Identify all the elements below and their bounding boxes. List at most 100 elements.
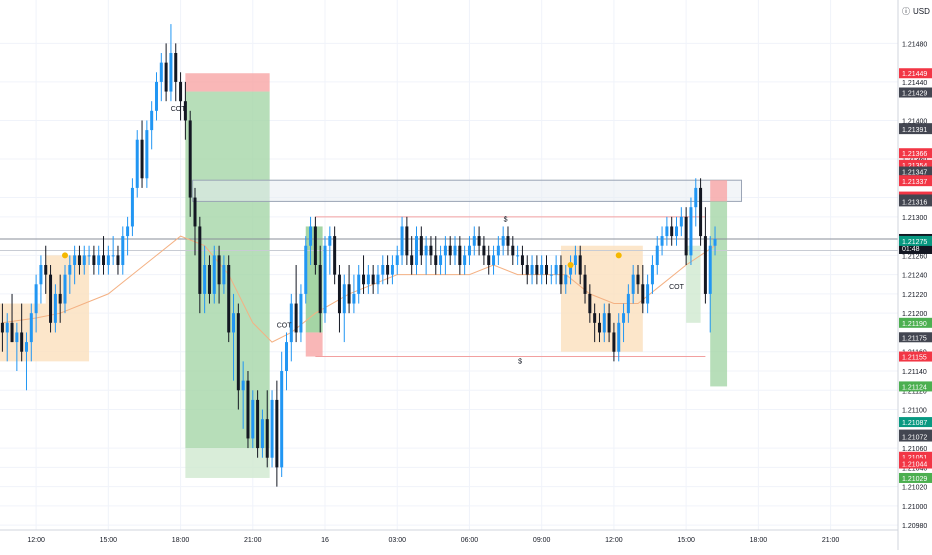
short-position-3-loss[interactable] [710,180,728,202]
annotation-label[interactable]: COT [171,106,187,113]
candle-body [73,255,77,265]
candle-body [53,293,57,323]
candle-body [463,255,467,265]
candle-body [284,342,288,371]
candle-body [87,255,91,257]
candle-body [328,236,332,246]
candle-body [265,419,269,458]
short-position-3-profit-b[interactable] [686,245,701,323]
x-tick-label: 12:00 [27,537,45,544]
candle-body [458,245,462,265]
price-tag [899,317,932,328]
candle-body [203,265,207,294]
y-tick-label: 1.21260 [902,253,927,260]
price-tag-label: 1.21190 [902,321,927,328]
info-icon[interactable]: ⓘ [902,7,910,16]
candle-body [323,245,327,314]
candle-body [622,313,626,323]
candle-body [492,255,496,265]
y-tick-label: 1.20980 [902,523,927,530]
price-tag [899,458,932,469]
ma-line [2,235,716,343]
annotation-label[interactable]: $ [518,358,522,365]
price-tag-label: 1.21124 [902,384,927,391]
orange-zone-left-upper[interactable] [45,255,90,304]
candle-body [545,265,549,275]
candle-body [699,187,703,237]
candle-body [236,313,240,391]
price-tag-label: 1.21429 [902,91,927,98]
candle-body [626,293,630,314]
price-tag [899,381,932,392]
x-tick-label: 09:00 [533,537,551,544]
y-tick-label: 1.21220 [902,292,927,299]
price-tag-label: 1.21366 [902,151,927,158]
annotation-label[interactable]: COT [277,323,293,330]
price-tag-label: 1.21347 [902,170,927,177]
long-position-2-loss[interactable] [305,332,323,357]
candle-body [77,255,81,265]
candle-body [496,245,500,256]
candle-body [352,293,356,304]
zones-layer [0,73,743,478]
long-position-1-loss[interactable] [185,73,270,92]
price-tag-label: 1.21449 [902,71,927,78]
price-tag [899,166,932,177]
price-tag-label: 1.21316 [902,199,927,206]
short-position-3-profit[interactable] [710,201,728,387]
candle-body [414,236,418,265]
candle-body [520,255,524,265]
time-axis[interactable]: 12:00 15:00 18:00 21:00 16 03:00 06:00 09:00 12:… [0,529,898,544]
candle-body [434,255,438,265]
price-tag-label: 1.21354 [902,163,927,170]
long-position-1-extra[interactable] [185,448,270,478]
price-tag [899,431,932,442]
x-tick-label: 15:00 [100,537,118,544]
price-tag [899,124,932,135]
candle-body [694,187,698,208]
candles-layer [0,24,717,487]
x-tick-label: 21:00 [244,537,262,544]
candle-body [159,62,163,82]
candle-body [222,265,226,285]
candle-body [472,236,476,246]
candle-body [164,62,168,92]
candle-body [578,255,582,275]
price-tag [899,159,932,170]
signal-dot-1 [62,252,69,259]
candle-body [63,274,67,304]
candle-body [347,284,351,304]
candle-body [289,303,293,343]
candle-body [593,313,597,323]
price-axis[interactable]: 1.214801.214401.214001.213601.213201.213… [897,0,932,550]
x-tick-label: 18:00 [750,537,768,544]
price-tag [899,417,932,428]
supply-zone[interactable] [192,179,743,202]
candle-body [381,265,385,275]
candle-body [299,293,303,333]
y-tick-label: 1.21000 [902,504,927,511]
orange-zone-left[interactable] [0,303,90,362]
candle-body [482,245,486,256]
candle-body [612,332,616,352]
candle-body [44,265,48,275]
candle-body [309,226,313,246]
annotation-label[interactable]: COT [669,284,685,291]
candle-body [179,81,183,102]
candle-body [554,265,558,275]
candle-body [679,216,683,227]
candle-body [217,255,221,285]
price-tag-label: 1.21391 [902,127,927,134]
price-tag-label: 1.21337 [902,179,927,186]
long-position-2-profit[interactable] [305,226,323,333]
price-tag-label: 1.21275 [902,239,927,246]
candle-body [650,265,654,285]
x-tick-label: 16 [321,537,329,544]
annotation-label[interactable]: $ [504,217,508,224]
candle-body [10,322,14,343]
y-tick-label: 1.21440 [902,80,927,87]
candle-body [227,265,231,333]
currency-label: USD [913,7,930,16]
